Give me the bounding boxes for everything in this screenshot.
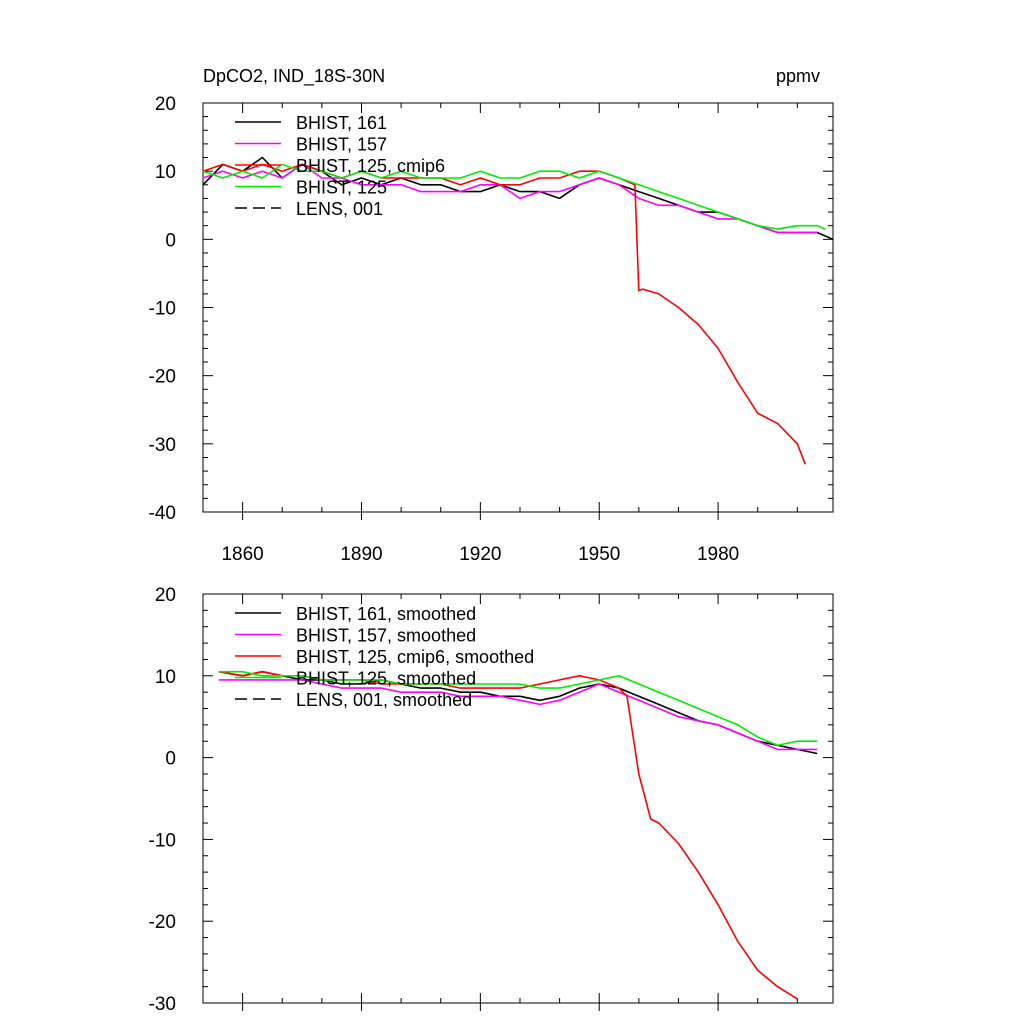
series-line-2 (218, 670, 798, 1000)
x-tick-label: 1860 (221, 544, 263, 565)
y-tick-label: -10 (149, 830, 176, 851)
series-line-3 (218, 670, 818, 747)
x-tick-label: 1950 (578, 544, 620, 565)
legend-label: BHIST, 125, cmip6 (296, 156, 445, 176)
series-line-2 (202, 163, 807, 465)
y-tick-label: -30 (149, 435, 176, 456)
y-tick-label: -40 (149, 503, 176, 524)
y-tick-label: -30 (149, 994, 176, 1015)
legend-label: BHIST, 157 (296, 135, 387, 155)
y-tick-label: 20 (155, 585, 176, 606)
legend-label: LENS, 001, smoothed (296, 690, 472, 710)
series-line-3 (202, 163, 826, 230)
y-tick-label: -10 (149, 299, 176, 320)
y-tick-label: -20 (149, 367, 176, 388)
legend-label: BHIST, 125 (296, 178, 387, 198)
legend-label: BHIST, 157, smoothed (296, 626, 476, 646)
legend-label: BHIST, 125, cmip6, smoothed (296, 647, 534, 667)
legend-label: LENS, 001 (296, 199, 383, 219)
title-right: ppmv (776, 66, 820, 86)
top-panel: -40 -30 -20 -10 0 10 20 1860 1890 1920 1950 1980 BHI… (149, 94, 834, 565)
y-tick-label: 0 (165, 230, 176, 251)
y-tick-label: -20 (149, 912, 176, 933)
legend-label: BHIST, 161 (296, 113, 387, 133)
plot-frame (202, 593, 834, 1004)
y-tick-label: 10 (155, 667, 176, 688)
y-tick-label: 0 (165, 749, 176, 770)
x-tick-label: 1920 (459, 544, 501, 565)
legend-label: BHIST, 125, smoothed (296, 669, 476, 689)
title-left: DpCO2, IND_18S-30N (203, 66, 385, 87)
x-tick-label: 1980 (697, 544, 739, 565)
series-line-1 (218, 679, 818, 751)
y-tick-label: 10 (155, 162, 176, 183)
y-tick-label: 20 (155, 94, 176, 115)
series-line-1 (202, 163, 818, 234)
x-tick-label: 1890 (340, 544, 382, 565)
legend-label: BHIST, 161, smoothed (296, 604, 476, 624)
